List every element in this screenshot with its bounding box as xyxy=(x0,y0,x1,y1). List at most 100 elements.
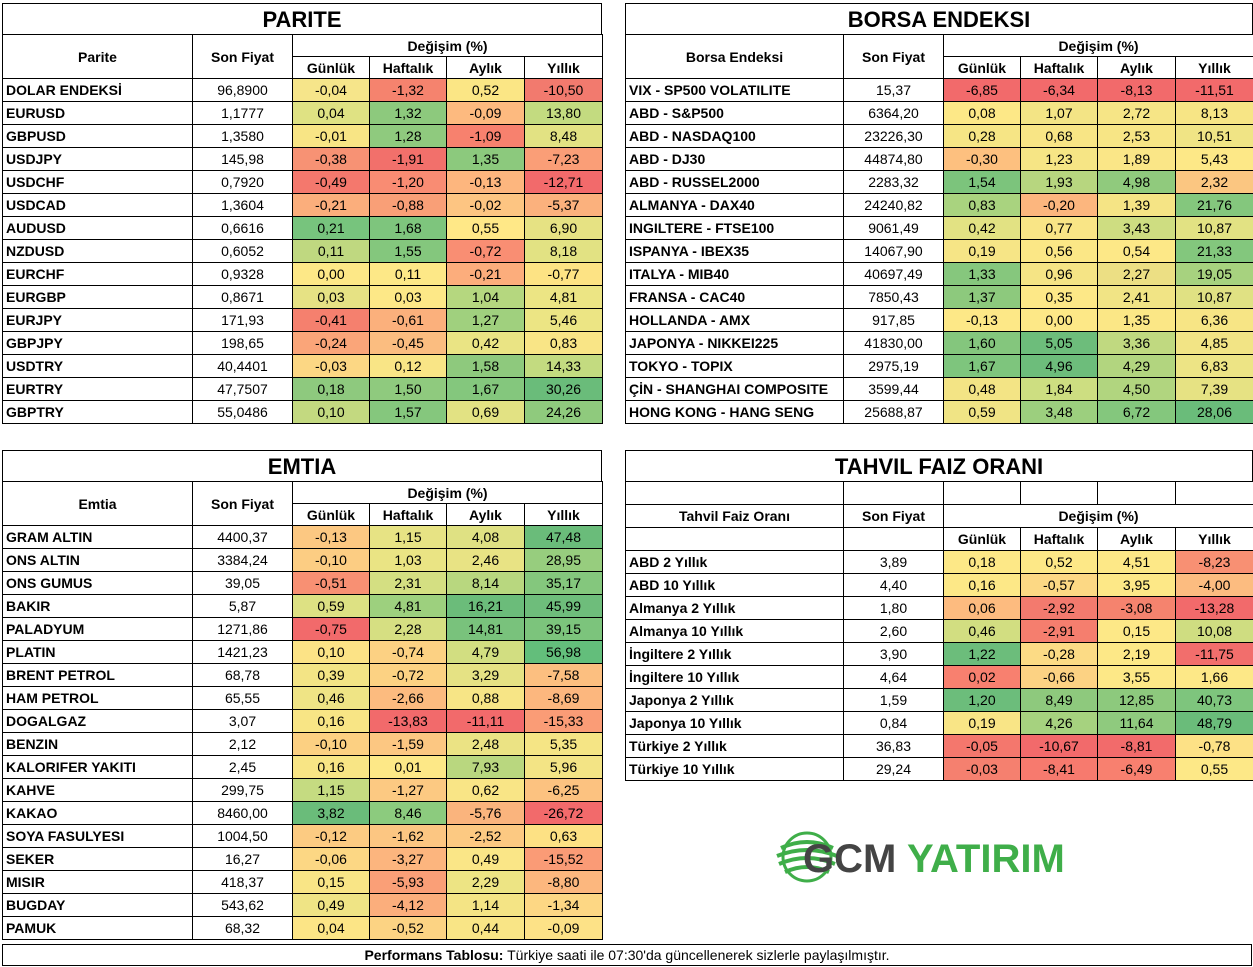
col-change-header: Değişim (%) xyxy=(943,34,1253,57)
row-name: HONG KONG - HANG SENG xyxy=(625,400,844,424)
row-price: 171,93 xyxy=(192,308,293,332)
change-cell: 28,95 xyxy=(524,548,603,572)
change-cell: -0,09 xyxy=(524,916,603,940)
row-name: BAKIR xyxy=(2,594,193,618)
change-cell: -0,10 xyxy=(292,548,370,572)
change-cell: 2,19 xyxy=(1097,642,1176,666)
spacer-cell xyxy=(843,481,944,505)
change-cell: -0,57 xyxy=(1020,573,1098,597)
table-row: PLATIN 1421,23 0,10 -0,74 4,79 56,98 xyxy=(2,640,603,664)
row-price: 1421,23 xyxy=(192,640,293,664)
change-cell: 0,06 xyxy=(943,596,1021,620)
table-row: ALMANYA - DAX40 24240,82 0,83 -0,20 1,39 21,7… xyxy=(625,193,1253,217)
row-name: GBPJPY xyxy=(2,331,193,355)
period-header: Günlük xyxy=(943,527,1021,551)
period-header: Aylık xyxy=(1097,56,1176,79)
row-name: ABD - S&P500 xyxy=(625,101,844,125)
change-cell: -1,09 xyxy=(446,124,525,148)
row-name: PAMUK xyxy=(2,916,193,940)
table-row: ONS GUMUS 39,05 -0,51 2,31 8,14 35,17 xyxy=(2,571,603,595)
change-cell: -26,72 xyxy=(524,801,603,825)
row-name: İngiltere 10 Yıllık xyxy=(625,665,844,689)
row-name: USDJPY xyxy=(2,147,193,171)
spacer-cell xyxy=(1175,481,1253,505)
borsa-panel: BORSA ENDEKSI Borsa Endeksi Son Fiyat Deği… xyxy=(625,3,1253,424)
globe-icon xyxy=(776,831,838,883)
change-cell: 0,15 xyxy=(1097,619,1176,643)
change-cell: 0,42 xyxy=(446,331,525,355)
row-price: 14067,90 xyxy=(843,239,944,263)
change-cell: 28,06 xyxy=(1175,400,1253,424)
change-cell: 0,49 xyxy=(292,893,370,917)
table-row: HONG KONG - HANG SENG 25688,87 0,59 3,48 6,7… xyxy=(625,400,1253,424)
change-cell: 39,15 xyxy=(524,617,603,641)
change-cell: -2,92 xyxy=(1020,596,1098,620)
change-cell: 6,90 xyxy=(524,216,603,240)
period-header: Yıllık xyxy=(524,503,603,526)
table-row: GBPUSD 1,3580 -0,01 1,28 -1,09 8,48 xyxy=(2,124,603,148)
table-row: USDCHF 0,7920 -0,49 -1,20 -0,13 -12,71 xyxy=(2,170,603,194)
change-cell: 1,20 xyxy=(943,688,1021,712)
row-price: 2,45 xyxy=(192,755,293,779)
change-cell: 0,55 xyxy=(1175,757,1253,781)
change-cell: 2,28 xyxy=(369,617,447,641)
change-cell: -0,04 xyxy=(292,78,370,102)
change-cell: 0,59 xyxy=(292,594,370,618)
table-row: BAKIR 5,87 0,59 4,81 16,21 45,99 xyxy=(2,594,603,618)
row-name: Almanya 10 Yıllık xyxy=(625,619,844,643)
period-header: Günlük xyxy=(292,56,370,79)
row-name: USDCHF xyxy=(2,170,193,194)
period-header: Haftalık xyxy=(1020,56,1098,79)
change-cell: 0,10 xyxy=(292,400,370,424)
period-row: Günlük Haftalık Aylık Yıllık xyxy=(3,503,603,526)
row-price: 16,27 xyxy=(192,847,293,871)
row-price: 47,7507 xyxy=(192,377,293,401)
period-header: Yıllık xyxy=(1175,527,1253,551)
change-cell: 1,35 xyxy=(446,147,525,171)
table-row: KAHVE 299,75 1,15 -1,27 0,62 -6,25 xyxy=(2,778,603,802)
change-cell: 0,00 xyxy=(1020,308,1098,332)
table-row: TOKYO - TOPIX 2975,19 1,67 4,96 4,29 6,83 xyxy=(625,354,1253,378)
change-cell: 0,39 xyxy=(292,663,370,687)
change-cell: 3,55 xyxy=(1097,665,1176,689)
change-cell: -0,78 xyxy=(1175,734,1253,758)
row-price: 15,37 xyxy=(843,78,944,102)
row-price: 3384,24 xyxy=(192,548,293,572)
row-price: 65,55 xyxy=(192,686,293,710)
change-cell: -0,01 xyxy=(292,124,370,148)
change-cell: 0,69 xyxy=(446,400,525,424)
change-cell: 1,60 xyxy=(943,331,1021,355)
row-name: TOKYO - TOPIX xyxy=(625,354,844,378)
footer-note: Performans Tablosu: Türkiye saati ile 07… xyxy=(2,944,1252,966)
row-name: KAHVE xyxy=(2,778,193,802)
row-price: 41830,00 xyxy=(843,331,944,355)
change-cell: 3,29 xyxy=(446,663,525,687)
change-cell: -0,12 xyxy=(292,824,370,848)
row-price: 0,7920 xyxy=(192,170,293,194)
table-row: GBPJPY 198,65 -0,24 -0,45 0,42 0,83 xyxy=(2,331,603,355)
row-price: 2,60 xyxy=(843,619,944,643)
change-cell: 8,46 xyxy=(369,801,447,825)
row-name: BRENT PETROL xyxy=(2,663,193,687)
change-cell: 0,21 xyxy=(292,216,370,240)
row-name: DOGALGAZ xyxy=(2,709,193,733)
change-cell: 35,17 xyxy=(524,571,603,595)
change-cell: -0,20 xyxy=(1020,193,1098,217)
change-cell: 3,36 xyxy=(1097,331,1176,355)
spacer-row xyxy=(625,481,1253,505)
row-name: ABD 10 Yıllık xyxy=(625,573,844,597)
row-name: KALORIFER YAKITI xyxy=(2,755,193,779)
row-price: 5,87 xyxy=(192,594,293,618)
change-cell: -0,52 xyxy=(369,916,447,940)
row-name: Almanya 2 Yıllık xyxy=(625,596,844,620)
change-cell: -0,66 xyxy=(1020,665,1098,689)
change-cell: -0,74 xyxy=(369,640,447,664)
row-price: 2,12 xyxy=(192,732,293,756)
row-price: 68,32 xyxy=(192,916,293,940)
change-cell: 5,35 xyxy=(524,732,603,756)
change-cell: -1,20 xyxy=(369,170,447,194)
borsa-table: Borsa Endeksi Son Fiyat Değişim (%) Günlük H… xyxy=(625,34,1253,424)
change-cell: 0,46 xyxy=(943,619,1021,643)
tahvil-panel: TAHVIL FAIZ ORANI Tahvil Faiz Oranı Son F… xyxy=(625,450,1253,781)
change-cell: -0,75 xyxy=(292,617,370,641)
